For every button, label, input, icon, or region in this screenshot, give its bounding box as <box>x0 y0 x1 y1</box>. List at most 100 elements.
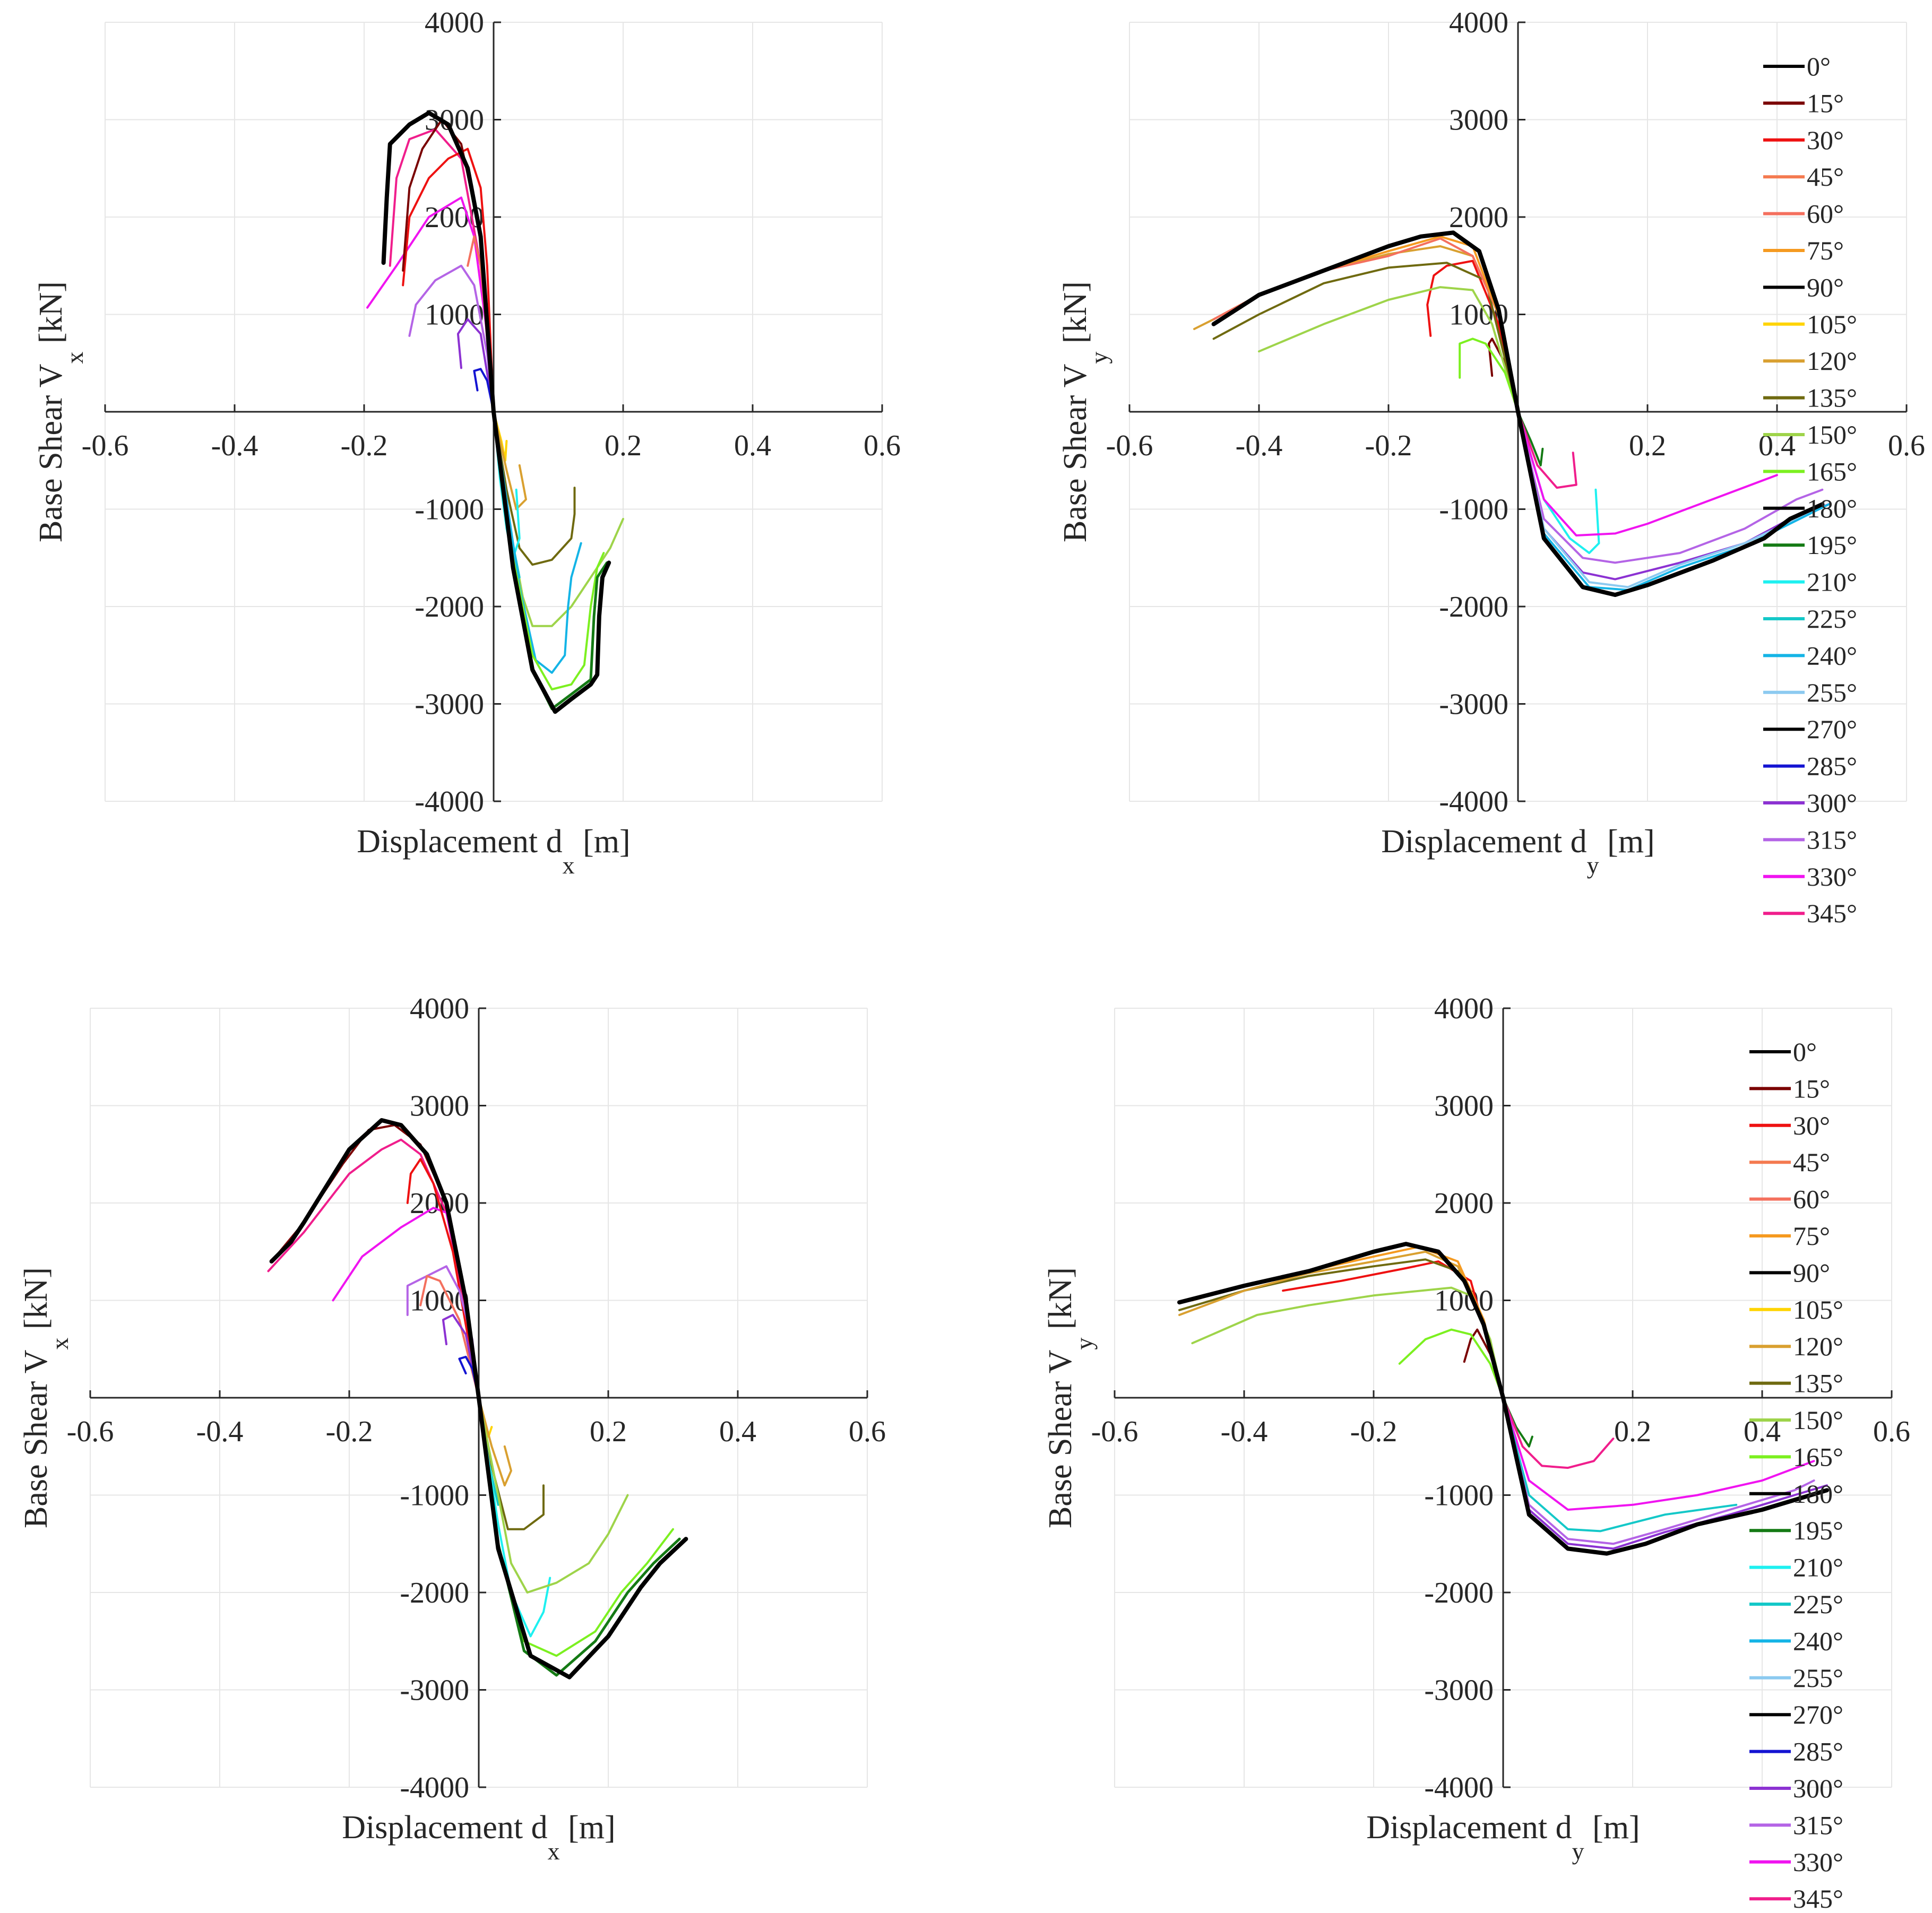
x-tick-label: 0.6 <box>1888 429 1925 462</box>
series-line-195deg <box>1517 411 1544 466</box>
legend-label: 90° <box>1807 272 1844 302</box>
x-tick-label: 0.2 <box>590 1415 627 1448</box>
x-axis-title: Displacement dx [m] <box>342 1810 615 1865</box>
series-line-15deg <box>270 1124 480 1399</box>
y-tick-label: 4000 <box>1449 6 1508 39</box>
x-tick-label: -0.4 <box>1221 1415 1268 1448</box>
y-tick-label: -1000 <box>400 1479 469 1512</box>
series-line-180deg <box>491 410 611 714</box>
series-line-300deg <box>1502 1397 1828 1550</box>
legend-label: 255° <box>1807 678 1857 707</box>
x-axis-title-main: Displacement d <box>1366 1810 1572 1846</box>
y-tick-label: 3000 <box>1434 1090 1494 1123</box>
x-axis-title: Displacement dy [m] <box>1381 824 1654 879</box>
x-tick-label: -0.2 <box>1350 1415 1398 1448</box>
y-tick-label: -3000 <box>415 688 484 721</box>
x-tick-label: -0.4 <box>1236 429 1283 462</box>
legend-label: 270° <box>1793 1700 1843 1729</box>
x-tick-label: 0.4 <box>719 1415 756 1448</box>
legend-label: 225° <box>1793 1589 1843 1619</box>
x-axis-title-sub: y <box>1587 852 1599 879</box>
series-line-240deg <box>493 411 582 674</box>
series-line-270deg <box>1516 410 1825 597</box>
x-tick-label: -0.2 <box>341 429 388 462</box>
series-line-165deg <box>1398 1328 1504 1399</box>
series-line-345deg <box>1502 1397 1615 1469</box>
series-line-90deg <box>1177 1242 1505 1400</box>
series-line-150deg <box>478 1397 629 1594</box>
y-axis-title-sub: y <box>1085 352 1112 364</box>
series-line-0deg <box>269 1118 481 1400</box>
legend-label: 135° <box>1807 383 1857 413</box>
y-tick-label: 4000 <box>410 992 469 1025</box>
series-line-15deg <box>1463 1328 1504 1399</box>
legend-label: 15° <box>1793 1074 1830 1103</box>
x-tick-label: -0.4 <box>196 1415 244 1448</box>
y-axis-title: Base Shear Vx [kN] <box>18 1267 73 1528</box>
x-axis-title: Displacement dx [m] <box>357 824 630 879</box>
legend-label: 240° <box>1793 1626 1843 1656</box>
legend-label: 195° <box>1807 530 1857 560</box>
legend-label: 345° <box>1793 1884 1843 1913</box>
legend-label: 165° <box>1793 1442 1843 1471</box>
legend-label: 0° <box>1807 51 1831 81</box>
series-line-30deg <box>1282 1260 1504 1399</box>
y-tick-label: -4000 <box>1424 1771 1494 1804</box>
y-tick-label: 4000 <box>1434 992 1494 1025</box>
series-line-345deg <box>1517 411 1577 489</box>
legend-label: 240° <box>1807 640 1857 670</box>
y-tick-label: -3000 <box>1424 1674 1494 1707</box>
legend-label: 315° <box>1807 825 1857 854</box>
x-tick-label: 0.4 <box>734 429 771 462</box>
x-tick-label: -0.6 <box>67 1415 114 1448</box>
legend-label: 135° <box>1793 1369 1843 1398</box>
y-axis-title: Base Shear Vx [kN] <box>33 281 88 542</box>
y-axis-title-sub: x <box>61 352 88 364</box>
y-tick-label: 4000 <box>425 6 484 39</box>
y-tick-label: 3000 <box>410 1090 469 1123</box>
legend-label: 180° <box>1807 494 1857 523</box>
legend-label: 90° <box>1793 1258 1830 1287</box>
series-line-300deg <box>456 318 495 413</box>
series-line-30deg <box>406 1158 480 1399</box>
y-tick-label: -2000 <box>400 1577 469 1609</box>
y-tick-label: 3000 <box>1449 104 1508 137</box>
series-line-330deg <box>1517 411 1778 536</box>
series-line-300deg <box>442 1314 480 1399</box>
x-tick-label: -0.2 <box>326 1415 373 1448</box>
series-line-240deg <box>1517 411 1830 591</box>
y-tick-label: -4000 <box>1439 785 1508 818</box>
x-tick-label: -0.4 <box>211 429 258 462</box>
legend-label: 285° <box>1807 751 1857 781</box>
series-line-135deg <box>493 411 576 566</box>
y-axis-title-unit: [kN] <box>18 1267 54 1338</box>
x-axis-title-unit: [m] <box>575 824 631 860</box>
legend-label: 120° <box>1793 1331 1843 1361</box>
chart-top-left: -0.6 -0.4 -0.2 0.2 0.4 0.64000300020001000-10… <box>33 6 901 879</box>
legend-label: 30° <box>1793 1111 1830 1140</box>
x-axis-title-main: Displacement d <box>1381 824 1586 860</box>
series-line-120deg <box>493 411 527 510</box>
x-axis-title-main: Displacement d <box>342 1810 547 1846</box>
legend-label: 210° <box>1793 1553 1843 1582</box>
legend-label: 0° <box>1793 1037 1817 1067</box>
legend-label: 330° <box>1807 862 1857 891</box>
legend-label: 255° <box>1793 1663 1843 1693</box>
legend-label: 285° <box>1793 1737 1843 1767</box>
legend-label: 60° <box>1793 1184 1830 1214</box>
x-tick-label: 0.6 <box>864 429 901 462</box>
series-line-285deg <box>473 368 495 413</box>
y-axis-title-unit: [kN] <box>1042 1267 1079 1338</box>
legend-label: 150° <box>1793 1405 1843 1435</box>
y-tick-label: -4000 <box>400 1771 469 1804</box>
legend-label: 225° <box>1807 604 1857 634</box>
x-axis-title-unit: [m] <box>1584 1810 1640 1846</box>
legend-label: 45° <box>1807 162 1844 192</box>
y-axis-title-main: Base Shear V <box>33 363 69 542</box>
series-line-210deg <box>478 1397 551 1638</box>
series-line-180deg <box>477 1396 688 1680</box>
series-group <box>1193 230 1830 597</box>
legend-label: 120° <box>1807 346 1857 376</box>
series-group <box>366 110 624 714</box>
